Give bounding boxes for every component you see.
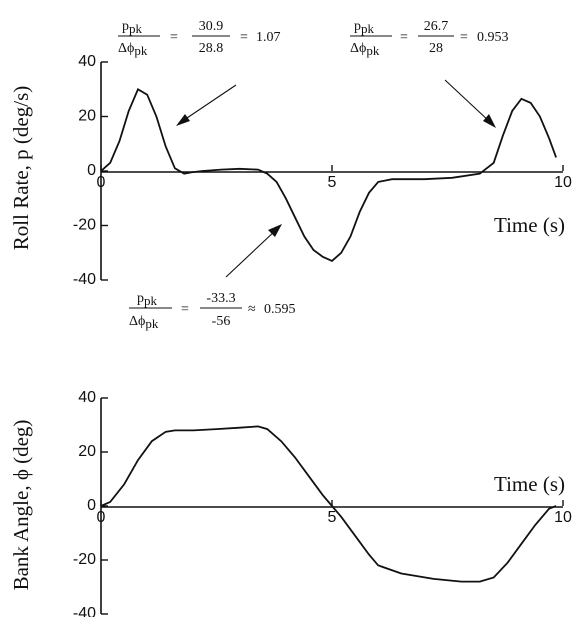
ann3-eq: = xyxy=(181,302,189,317)
ann1-frac-den: 28.8 xyxy=(199,41,224,56)
ann1-eq: = xyxy=(170,30,178,45)
ann2-num: p xyxy=(354,19,361,34)
svg-text:ppk: ppk xyxy=(137,291,158,308)
ann2-num-sub: pk xyxy=(361,21,375,36)
ann1-frac-num: 30.9 xyxy=(199,19,224,34)
ann1-num: p xyxy=(122,19,129,34)
roll-rate-x-axis-label: Time (s) xyxy=(494,213,565,237)
roll-rate-y-tick-label: 20 xyxy=(78,108,96,125)
roll-rate-chart: 40 20 0 -20 -40 0 5 10 Time (s) Roll Rate, p (d… xyxy=(9,19,572,331)
roll-rate-y-tick-label: -40 xyxy=(73,271,96,288)
bank-angle-y-tick-label: 20 xyxy=(78,443,96,460)
bank-angle-y-tick-label: 0 xyxy=(87,497,96,514)
ann3-result: 0.595 xyxy=(264,302,296,317)
bank-angle-chart: 40 20 0 -20 -40 0 5 10 Time (s) Bank Angle, ϕ (… xyxy=(9,389,572,617)
ann3-den-sub: pk xyxy=(145,316,159,331)
ann3-frac-den: -56 xyxy=(212,314,231,329)
bank-angle-y-tick-label: 40 xyxy=(78,389,96,406)
bank-angle-ticks: 40 20 0 -20 -40 0 5 10 xyxy=(73,389,572,617)
ann2-result: 0.953 xyxy=(477,30,509,45)
svg-text:Δϕpk: Δϕpk xyxy=(118,41,148,58)
bank-angle-y-tick-label: -20 xyxy=(73,551,96,568)
roll-rate-y-tick-label: -20 xyxy=(73,217,96,234)
roll-rate-x-tick-label: 5 xyxy=(328,174,337,191)
bank-angle-y-axis-label: Bank Angle, ϕ (deg) xyxy=(9,420,33,591)
annotation-peak-2: ppk Δϕpk = 26.7 28 = 0.953 xyxy=(350,19,509,128)
ann2-den-sub: pk xyxy=(366,43,380,58)
ann2-frac-den: 28 xyxy=(429,41,443,56)
roll-rate-y-tick-label: 0 xyxy=(87,162,96,179)
roll-rate-y-tick-label: 40 xyxy=(78,53,96,70)
ann3-result-op: ≈ xyxy=(248,302,256,317)
svg-text:Δϕpk: Δϕpk xyxy=(129,314,159,331)
annotation-trough: ppk Δϕpk = -33.3 -56 ≈ 0.595 xyxy=(129,224,296,331)
ann1-num-sub: pk xyxy=(129,21,143,36)
ann1-result: 1.07 xyxy=(256,30,281,45)
ann1-result-op: = xyxy=(240,30,248,45)
bank-angle-x-tick-label: 10 xyxy=(554,509,572,526)
annotation-peak-1: ppk Δϕpk = 30.9 28.8 = 1.07 xyxy=(118,19,281,126)
ann3-num-sub: pk xyxy=(144,293,158,308)
roll-rate-x-tick-label: 0 xyxy=(97,174,106,191)
svg-text:Δϕpk: Δϕpk xyxy=(350,41,380,58)
bank-angle-x-tick-label: 5 xyxy=(328,509,337,526)
ann1-den-sub: pk xyxy=(134,43,148,58)
roll-rate-y-axis-label: Roll Rate, p (deg/s) xyxy=(9,86,33,250)
ann2-frac-num: 26.7 xyxy=(424,19,449,34)
bank-angle-series-line xyxy=(100,425,557,583)
bank-angle-x-axis-label: Time (s) xyxy=(494,472,565,496)
roll-rate-x-tick-label: 10 xyxy=(554,174,572,191)
roll-rate-ticks: 40 20 0 -20 -40 0 5 10 xyxy=(73,53,572,288)
ann2-result-op: = xyxy=(460,30,468,45)
ann3-num: p xyxy=(137,291,144,306)
ann3-frac-num: -33.3 xyxy=(206,291,235,306)
roll-rate-series-line xyxy=(100,88,557,262)
svg-text:ppk: ppk xyxy=(354,19,375,36)
ann3-den: Δϕ xyxy=(129,314,145,329)
ann2-den: Δϕ xyxy=(350,41,366,56)
ann1-den: Δϕ xyxy=(118,41,134,56)
svg-text:ppk: ppk xyxy=(122,19,143,36)
bank-angle-y-tick-label: -40 xyxy=(73,605,96,617)
ann2-eq: = xyxy=(400,30,408,45)
bank-angle-x-tick-label: 0 xyxy=(97,509,106,526)
